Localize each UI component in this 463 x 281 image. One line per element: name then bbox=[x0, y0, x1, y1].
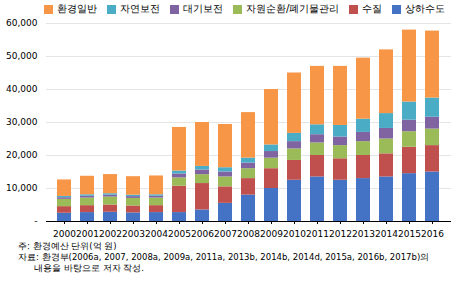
svg-text:30,000: 30,000 bbox=[6, 117, 38, 127]
svg-text:2004: 2004 bbox=[145, 229, 168, 239]
svg-text:60,000: 60,000 bbox=[6, 18, 38, 28]
svg-text:2002: 2002 bbox=[99, 229, 122, 239]
svg-text:2010: 2010 bbox=[283, 229, 306, 239]
svg-text:2011: 2011 bbox=[306, 229, 329, 239]
html-text:대기보전: 대기보전 bbox=[183, 3, 223, 14]
svg-text:-: - bbox=[34, 216, 37, 226]
svg-text:2001: 2001 bbox=[76, 229, 99, 239]
svg-text:2006: 2006 bbox=[191, 229, 214, 239]
svg-text:2014: 2014 bbox=[375, 229, 398, 239]
svg-text:2008: 2008 bbox=[237, 229, 260, 239]
html-text:자원순환/폐기물관리: 자원순환/폐기물관리 bbox=[246, 3, 340, 14]
html-text:상하수도: 상하수도 bbox=[405, 3, 446, 14]
svg-text:2009: 2009 bbox=[260, 229, 283, 239]
svg-text:2016: 2016 bbox=[421, 229, 444, 239]
html-text:주: 환경예산 단위(억 원): 주: 환경예산 단위(억 원) bbox=[18, 241, 117, 251]
svg-text:40,000: 40,000 bbox=[6, 84, 38, 94]
svg-text:2005: 2005 bbox=[168, 229, 191, 239]
html-text:내용을 바탕으로 저자 작성.: 내용을 바탕으로 저자 작성. bbox=[18, 263, 144, 273]
html-text:자료: 환경부(2006a, 2007, 2008a, 20: 자료: 환경부(2006a, 2007, 2008a, 2009a, 2011a… bbox=[18, 252, 430, 262]
html-text:수질: 수질 bbox=[362, 3, 383, 14]
html-text:자연보전: 자연보전 bbox=[120, 3, 160, 14]
svg-text:2015: 2015 bbox=[398, 229, 421, 239]
svg-text:2007: 2007 bbox=[214, 229, 237, 239]
svg-text:20,000: 20,000 bbox=[6, 150, 38, 160]
html-text:환경일반: 환경일반 bbox=[57, 3, 97, 14]
svg-text:10,000: 10,000 bbox=[6, 183, 38, 193]
svg-text:2013: 2013 bbox=[352, 229, 375, 239]
svg-text:2000: 2000 bbox=[53, 229, 76, 239]
svg-text:2012: 2012 bbox=[329, 229, 352, 239]
svg-text:2003: 2003 bbox=[122, 229, 145, 239]
svg-text:50,000: 50,000 bbox=[6, 51, 38, 61]
